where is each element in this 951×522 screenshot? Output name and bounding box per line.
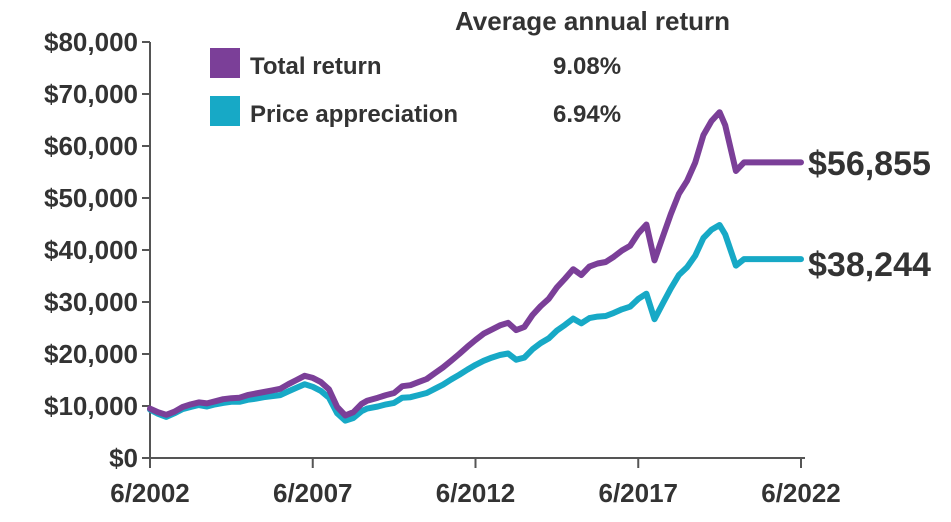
x-tick-label: 6/2002 (110, 478, 190, 508)
y-tick-label: $80,000 (44, 27, 138, 57)
end-label-total-return: $56,855 (808, 145, 931, 183)
end-label-price-appreciation: $38,244 (808, 246, 931, 284)
legend-label-total-return: Total return (250, 53, 382, 80)
legend-value-price-appreciation: 6.94% (553, 101, 621, 128)
y-tick-label: $40,000 (44, 235, 138, 265)
legend-header: Average annual return (455, 6, 730, 36)
y-tick-label: $10,000 (44, 391, 138, 421)
y-axis-ticks: $0 $10,000 $20,000 $30,000 $40,000 $50,000 $60… (44, 27, 150, 473)
legend-value-total-return: 9.08% (553, 53, 621, 80)
legend: Total return 9.08% Price appreciation 6.… (210, 48, 621, 128)
x-axis-ticks: 6/2002 6/2007 6/2012 6/2017 6/2022 (110, 458, 841, 508)
y-tick-label: $60,000 (44, 131, 138, 161)
legend-swatch-total-return (210, 48, 240, 78)
y-tick-label: $70,000 (44, 79, 138, 109)
x-tick-label: 6/2012 (436, 478, 516, 508)
series-line-price-appreciation (147, 222, 804, 424)
x-tick-label: 6/2007 (273, 478, 353, 508)
x-tick-label: 6/2017 (598, 478, 678, 508)
series-lines (147, 109, 804, 424)
series-line-total-return (147, 109, 804, 419)
x-tick-label: 6/2022 (761, 478, 841, 508)
y-tick-label: $30,000 (44, 287, 138, 317)
y-tick-label: $50,000 (44, 183, 138, 213)
legend-label-price-appreciation: Price appreciation (250, 101, 458, 128)
legend-swatch-price-appreciation (210, 96, 240, 126)
y-tick-label: $0 (109, 443, 138, 473)
y-tick-label: $20,000 (44, 339, 138, 369)
